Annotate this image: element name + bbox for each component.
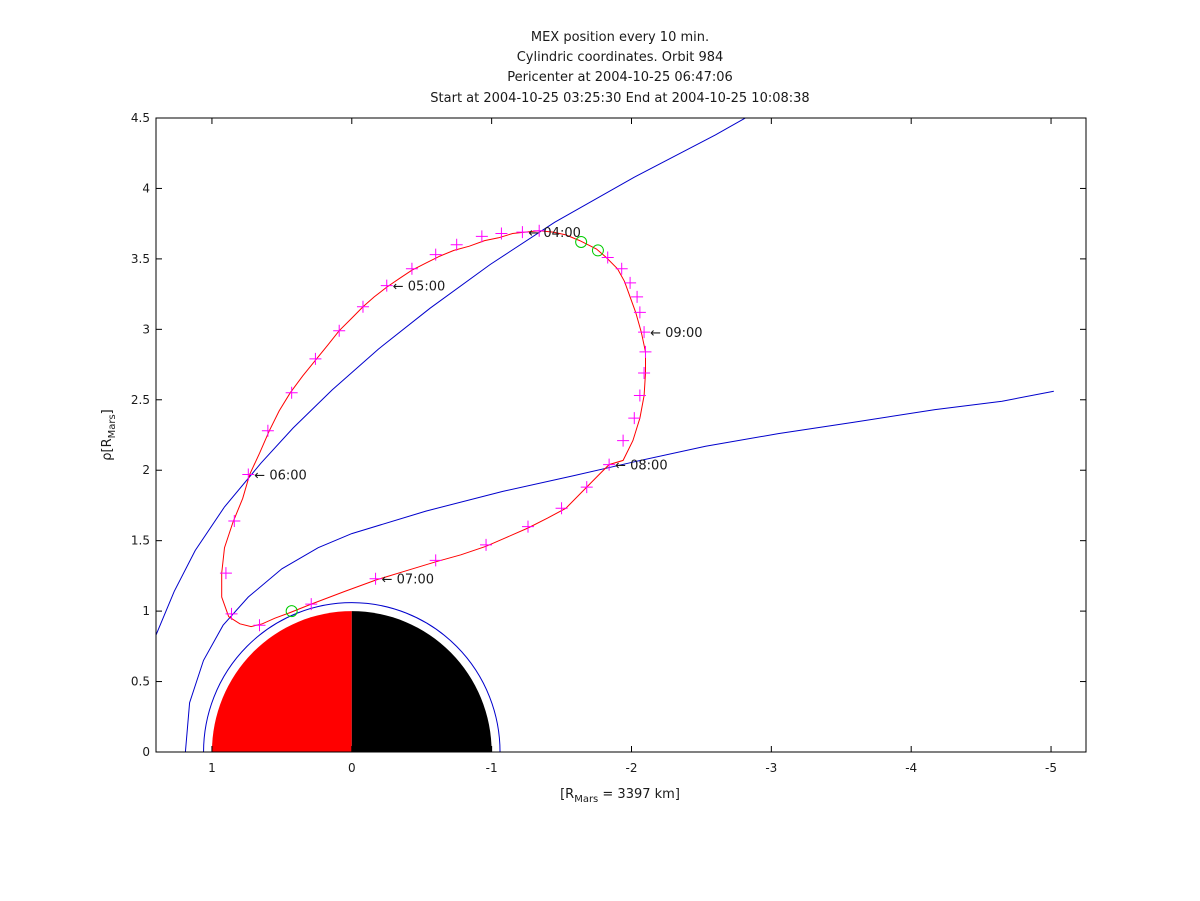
position-marker (475, 230, 488, 243)
chart-title-line-3: Pericenter at 2004-10-25 06:47:06 (507, 70, 733, 85)
boundary-crossing-marker (285, 605, 298, 618)
y-tick-label: 2 (142, 463, 150, 477)
position-marker (617, 434, 630, 447)
position-marker (633, 306, 646, 319)
position-marker (628, 412, 641, 425)
plot-area: ← 04:00 ← 05:00 ← 06:00 ← 07:00 ← 08:00 ← 09:… (156, 118, 1054, 752)
orbit-path (221, 230, 646, 628)
position-marker (380, 279, 393, 292)
time-label: ← 08:00 (615, 459, 668, 474)
boundary-crossing-marker (591, 244, 604, 257)
position-marker (261, 424, 274, 437)
position-marker (305, 598, 318, 611)
y-tick-label: 2.5 (131, 393, 150, 407)
x-tick-label: 0 (348, 761, 356, 775)
time-label: ← 05:00 (393, 280, 446, 295)
position-marker (580, 481, 593, 494)
x-tick-label: -2 (626, 761, 638, 775)
chart-title-line-1: MEX position every 10 min. (530, 30, 710, 45)
position-marker (522, 520, 534, 533)
position-marker (225, 607, 238, 620)
position-marker (285, 386, 298, 399)
position-marker (405, 262, 418, 275)
x-tick-label: -4 (905, 761, 917, 775)
position-marker (631, 290, 644, 303)
position-marker (601, 251, 614, 264)
y-tick-label: 0.5 (131, 675, 150, 689)
planet-nightside (351, 611, 492, 752)
y-tick-label: 0 (142, 745, 150, 759)
time-label: ← 07:00 (382, 573, 435, 588)
chart-title-line-4: Start at 2004-10-25 03:25:30 End at 2004… (430, 91, 810, 106)
boundary-curve-2 (184, 390, 1054, 752)
y-tick-label: 4.5 (131, 111, 150, 125)
x-tick-label: -3 (765, 761, 777, 775)
position-marker (516, 226, 529, 239)
x-tick-label: -5 (1045, 761, 1057, 775)
x-tick-label: 1 (208, 761, 216, 775)
position-marker (333, 324, 346, 337)
position-marker (615, 262, 628, 275)
position-marker (495, 227, 508, 240)
position-marker (450, 238, 463, 251)
axis-ticks: 1 0 -1 -2 -3 -4 -5 0 0.5 1 1.5 2 2.5 3 3.5 4 4.5 (131, 111, 1086, 775)
y-tick-label: 1 (142, 604, 150, 618)
y-tick-label: 3 (142, 322, 150, 336)
position-marker (309, 352, 322, 365)
position-marker (533, 224, 546, 237)
position-marker (242, 468, 255, 481)
y-tick-label: 1.5 (131, 534, 150, 548)
position-marker (638, 326, 651, 339)
position-marker (624, 276, 637, 289)
chart-title-line-2: Cylindric coordinates. Orbit 984 (516, 50, 724, 65)
position-marker (638, 367, 651, 380)
position-marker (603, 458, 616, 471)
position-marker (356, 300, 369, 313)
time-label: ← 06:00 (254, 468, 307, 483)
boundary-curve-1 (156, 118, 747, 636)
x-axis-label: [RMars = 3397 km] (560, 787, 680, 805)
position-marker (228, 514, 241, 527)
position-marker (219, 567, 232, 580)
position-marker (555, 502, 568, 515)
position-marker (369, 572, 382, 585)
time-label: ← 04:00 (528, 226, 581, 241)
y-tick-label: 3.5 (131, 252, 150, 266)
position-marker (429, 554, 442, 567)
planet-outer-ring (203, 602, 501, 752)
position-marker (429, 248, 442, 261)
time-label: ← 09:00 (650, 326, 703, 341)
x-tick-label: -1 (486, 761, 498, 775)
y-tick-label: 4 (142, 181, 150, 195)
boundary-crossing-marker (575, 235, 588, 248)
axes-frame (155, 117, 1087, 753)
planet-dayside (211, 611, 352, 752)
position-marker (639, 345, 652, 358)
y-axis-label: ρ[RMars] (100, 409, 118, 461)
position-marker (253, 619, 266, 632)
position-marker (480, 538, 493, 551)
position-marker (633, 389, 646, 402)
